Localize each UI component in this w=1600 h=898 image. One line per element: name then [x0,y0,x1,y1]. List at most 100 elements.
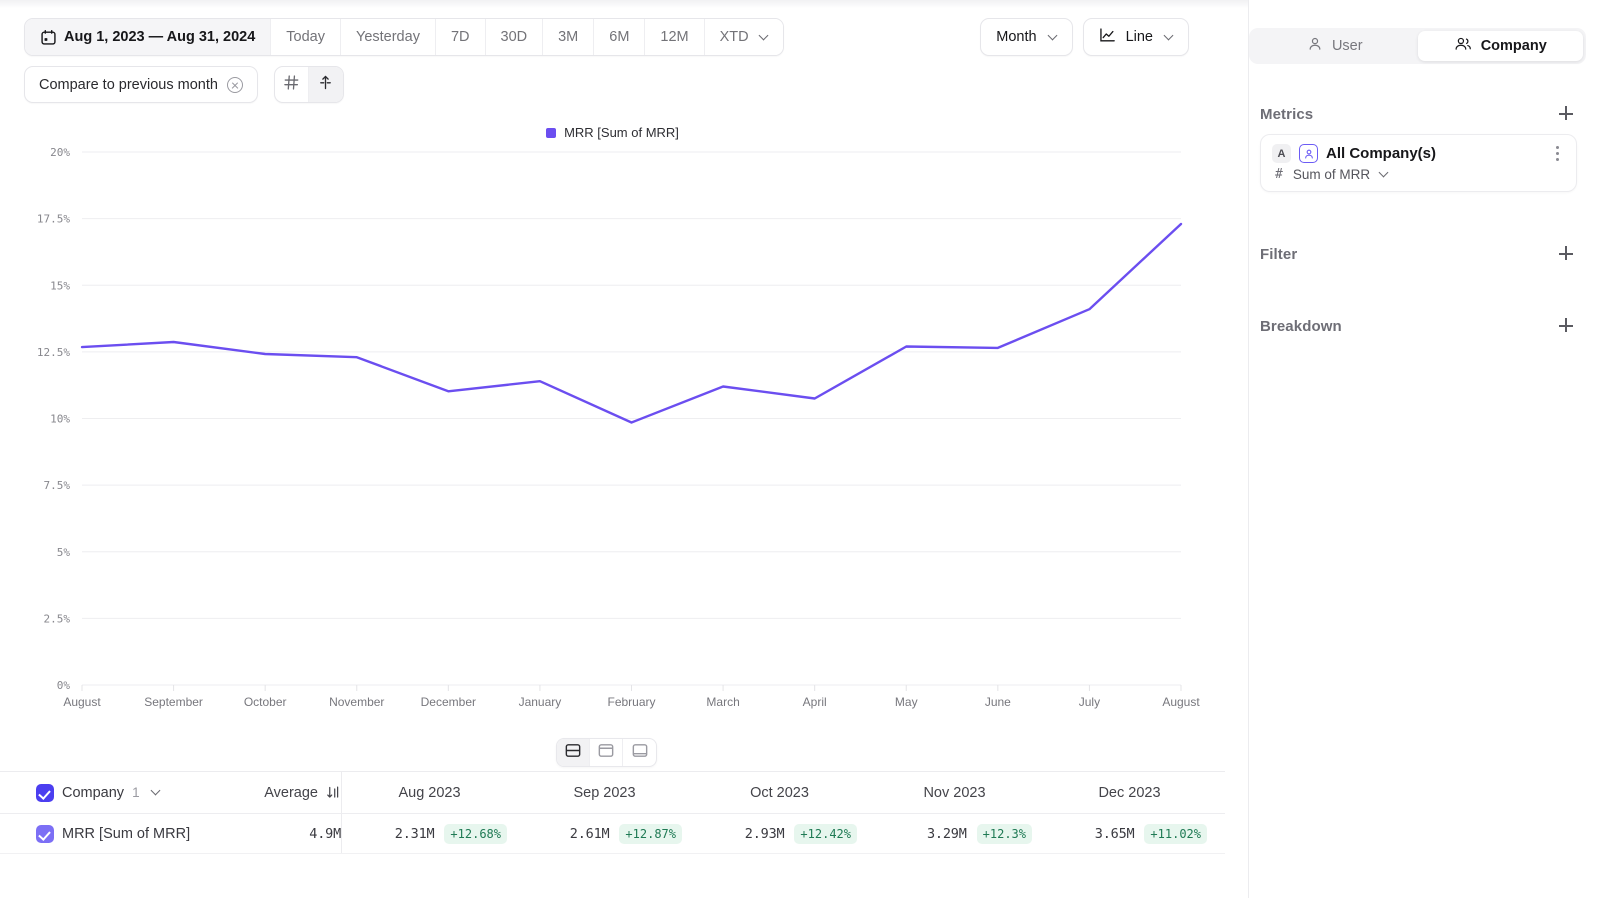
column-header-month[interactable]: Dec 2023 [1098,784,1161,801]
column-header-average: Average [264,784,318,801]
layout-toggle-group[interactable] [556,738,657,767]
layout-split-button[interactable] [557,739,590,766]
grid-icon [283,74,300,96]
range-today-label: Today [286,29,325,45]
range-6m-label: 6M [609,29,630,45]
entity-type-toggle[interactable]: User Company [1249,28,1586,64]
row-average-value: 4.9M [309,825,341,842]
row-name-group[interactable]: MRR [Sum of MRR] [36,824,298,843]
granularity-dropdown[interactable]: Month [980,18,1073,56]
x-axis-tick-label: April [803,695,827,709]
date-range-segmented-control[interactable]: Aug 1, 2023 — Aug 31, 2024 Today Yesterd… [24,18,784,56]
cell-delta-badge: +12.42% [794,823,857,844]
table-cell: 2.61M +12.87% [517,814,692,853]
hash-icon: # [1275,167,1283,182]
x-axis-tick-label: February [607,695,655,709]
kebab-menu-icon[interactable] [1548,146,1566,161]
table-cell: 3.29M +12.3% [867,814,1042,853]
date-range-picker[interactable]: Aug 1, 2023 — Aug 31, 2024 [25,19,272,55]
y-axis-tick-label: 12.5% [37,346,70,359]
average-column-header[interactable]: Average [264,785,341,801]
chart-canvas[interactable]: 0% 2.5% 5% 7.5% 10% 12.5% 15% 17.5% 20% August Sep… [0,144,1225,719]
date-range-label: Aug 1, 2023 — Aug 31, 2024 [64,29,256,45]
column-header-month[interactable]: Nov 2023 [923,784,986,801]
chevron-down-icon [1164,33,1173,42]
add-filter-button[interactable] [1555,243,1577,265]
column-header-month[interactable]: Aug 2023 [398,784,461,801]
chart-series-line[interactable] [80,222,1183,424]
axis-scale-icon [317,74,334,96]
company-count: 1 [132,785,140,800]
range-yesterday[interactable]: Yesterday [340,19,436,55]
user-icon [1307,36,1323,56]
y-axis-tick-label: 15% [50,279,70,292]
range-30d-label: 30D [500,29,528,45]
chevron-down-icon [1048,33,1057,42]
compare-to-previous-month-chip[interactable]: Compare to previous month [24,66,258,103]
chevron-down-icon[interactable] [151,788,160,797]
table-cell: 2.93M +12.42% [692,814,867,853]
chevron-down-icon [1379,170,1388,179]
cell-value: 2.61M [569,825,610,842]
add-breakdown-button[interactable] [1555,315,1577,337]
pane-divider[interactable] [1248,0,1249,898]
x-axis-tick-label: July [1079,695,1100,709]
company-header-group[interactable]: Company 1 [36,783,253,802]
column-header-month[interactable]: Oct 2023 [750,784,809,801]
column-header-company: Company [62,784,125,801]
layout-panel-top-button[interactable] [590,739,623,766]
x-axis-tick-label: June [985,695,1011,709]
range-today[interactable]: Today [271,19,341,55]
layout-panel-bottom-button[interactable] [623,739,656,766]
entity-toggle-user[interactable]: User [1252,31,1418,61]
metric-card-aggregation-row[interactable]: # Sum of MRR [1261,163,1576,182]
range-6m[interactable]: 6M [594,19,646,55]
row-checkbox[interactable] [36,824,54,843]
legend-label: MRR [Sum of MRR] [564,125,679,140]
add-metric-button[interactable] [1555,103,1577,125]
column-header-month[interactable]: Sep 2023 [573,784,636,801]
metric-card-all-companies[interactable]: A All Company(s) # Sum of MRR [1260,134,1577,192]
chart-type-dropdown[interactable]: Line [1082,18,1189,56]
select-all-checkbox[interactable] [36,783,54,802]
line-chart[interactable]: 0% 2.5% 5% 7.5% 10% 12.5% 15% 17.5% 20% August Sep… [0,144,1225,719]
range-7d-label: 7D [450,29,470,45]
metric-letter-badge: A [1272,144,1291,163]
metric-card-title: All Company(s) [1326,145,1437,162]
metrics-title: Metrics [1260,105,1314,123]
range-7d[interactable]: 7D [435,19,486,55]
entity-toggle-company-label: Company [1480,38,1547,54]
aggregation-dropdown[interactable]: Sum of MRR [1293,167,1388,182]
breakdown-title: Breakdown [1260,317,1342,335]
range-yesterday-label: Yesterday [355,29,420,45]
x-axis-tick-label: August [63,695,101,709]
data-table: Company 1 Average Aug 2 [0,772,1225,854]
chevron-down-icon [759,33,768,42]
filter-section-header: Filter [1260,243,1577,265]
range-xtd[interactable]: XTD [704,19,783,55]
close-circle-icon[interactable] [226,76,243,93]
x-axis-tick-label: March [706,695,739,709]
cell-delta-badge: +11.02% [1144,823,1207,844]
legend-color-swatch [546,127,557,138]
grid-icon-button[interactable] [275,67,309,102]
date-toolbar: Aug 1, 2023 — Aug 31, 2024 Today Yesterd… [24,18,784,56]
calendar-icon [40,29,57,46]
x-axis-tick-label: December [421,695,476,709]
chart-display-toggle-group[interactable] [273,66,344,103]
axis-scale-icon-button[interactable] [308,67,343,102]
compare-label: Compare to previous month [39,76,218,93]
entity-toggle-company[interactable]: Company [1417,31,1583,61]
breakdown-section-header: Breakdown [1260,315,1577,337]
range-3m[interactable]: 3M [543,19,595,55]
table-row[interactable]: MRR [Sum of MRR] 4.9M 2.31M +12.68% 2.61… [0,814,1225,854]
split-horizontal-icon [565,743,581,763]
range-30d[interactable]: 30D [485,19,544,55]
sort-icon[interactable] [326,785,341,800]
row-average-cell: 4.9M [309,826,341,842]
range-12m[interactable]: 12M [645,19,705,55]
compare-toolbar: Compare to previous month [24,66,344,103]
table-row-first-cell: MRR [Sum of MRR] 4.9M [0,814,342,853]
x-axis-tick-label: September [144,695,203,709]
